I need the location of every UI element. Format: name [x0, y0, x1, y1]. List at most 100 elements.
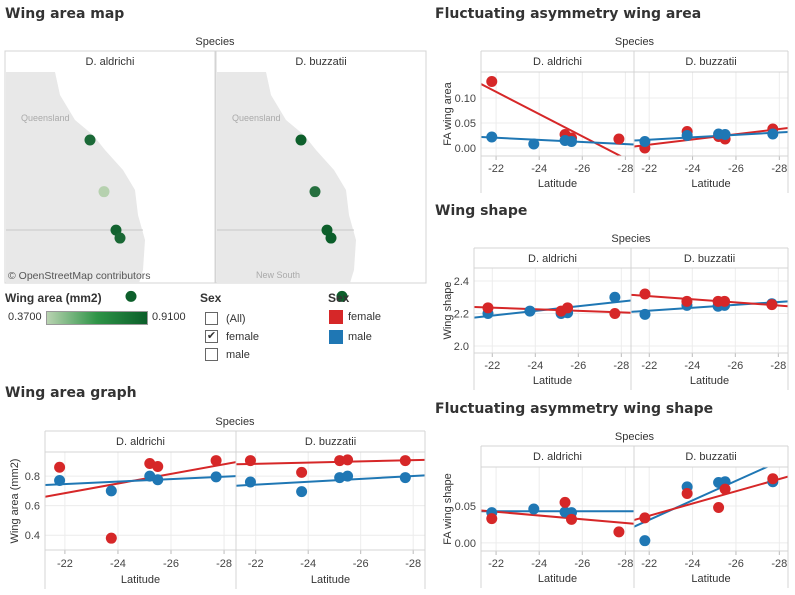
point-female	[609, 308, 621, 320]
point-female	[681, 295, 693, 307]
x-tick-label: -24	[531, 163, 547, 175]
trend-line-male	[634, 467, 770, 528]
y-tick-label: 0.05	[455, 118, 476, 130]
x-tick-label: -28	[613, 360, 629, 372]
point-female	[342, 454, 354, 466]
map-point	[114, 232, 126, 244]
region-label-2: New South	[256, 270, 300, 280]
map-panel-header: D. aldrichi	[86, 56, 135, 68]
x-tick-label: -28	[405, 558, 421, 570]
y-axis-label: FA wing shape	[442, 473, 454, 545]
panel-1: D. buzzatii -22 -24 -26 -28 Latitude	[634, 451, 788, 585]
map-panel-0: D. aldrichi Queensland © OpenStreetMap con…	[4, 50, 216, 302]
fa-shape-title: Fluctuating asymmetry wing shape	[435, 401, 714, 417]
y-tick-label: 0.8	[25, 471, 40, 483]
plot-area	[634, 467, 788, 547]
checkbox-male[interactable]	[205, 348, 218, 361]
point-male	[399, 472, 411, 484]
trend-line-male	[481, 136, 634, 146]
panel-header: D. buzzatii	[305, 436, 356, 448]
point-male	[681, 130, 693, 141]
panel-header: D. aldrichi	[528, 253, 577, 265]
panel-1: D. buzzatii -22 -24 -26 -28 Latitude	[236, 436, 425, 586]
female-swatch	[329, 310, 343, 324]
region-label: Queensland	[21, 113, 70, 123]
x-axis-label: Latitude	[121, 574, 160, 586]
wing-area-max: 0.9100	[152, 311, 186, 323]
x-tick-label: -26	[574, 558, 590, 570]
filter-label: male	[226, 349, 250, 361]
x-tick-label: -24	[531, 558, 547, 570]
x-tick-label: -22	[488, 558, 504, 570]
male-swatch	[329, 330, 343, 344]
panel-header: D. buzzatii	[685, 56, 736, 68]
trend-line-female	[45, 461, 236, 498]
trend-line-female	[634, 475, 788, 522]
point-male	[244, 476, 256, 488]
trend-line-female	[481, 509, 634, 525]
panel-header: D. aldrichi	[533, 56, 582, 68]
point-female	[399, 455, 411, 467]
map-point	[84, 134, 96, 146]
point-female	[482, 302, 494, 314]
x-axis-label: Latitude	[691, 573, 730, 585]
point-female	[105, 532, 117, 544]
trend-line-male	[634, 131, 788, 142]
plot-area	[45, 455, 236, 544]
x-axis-label: Latitude	[690, 375, 729, 387]
x-tick-label: -26	[353, 558, 369, 570]
y-tick-label: 0.6	[25, 501, 40, 513]
checkbox-all[interactable]	[205, 312, 218, 325]
y-axis-label: Wing area (mm2)	[9, 459, 21, 544]
trend-line-female	[481, 83, 623, 156]
point-female	[613, 133, 625, 145]
x-axis-label: Latitude	[691, 178, 730, 190]
x-tick-label: -26	[163, 558, 179, 570]
point-female	[719, 483, 731, 495]
point-male	[54, 475, 66, 487]
x-tick-label: -28	[617, 558, 633, 570]
point-male	[767, 128, 779, 140]
x-tick-label: -24	[110, 558, 126, 570]
map-point	[336, 290, 348, 302]
point-female	[210, 455, 222, 467]
x-tick-label: -28	[771, 163, 787, 175]
x-tick-label: -28	[771, 558, 787, 570]
x-tick-label: -24	[684, 360, 700, 372]
point-female	[486, 76, 498, 87]
chart-area: Species Wing area (mm2) 0.4 0.6 0.8 D. aldric…	[9, 416, 426, 589]
y-axis-label: Wing shape	[442, 281, 454, 339]
map-panel-1: D. buzzatii Queensland New South	[215, 50, 427, 302]
point-male	[639, 535, 651, 547]
plot-area	[631, 288, 788, 320]
panel-0: D. aldrichi -22 -24 -26 -28 Latitude	[481, 451, 634, 585]
x-tick-label: -22	[641, 163, 657, 175]
sex-filter-title: Sex	[200, 291, 222, 305]
map-panel-header: D. buzzatii	[295, 56, 346, 68]
point-male	[719, 129, 731, 140]
point-female	[719, 295, 731, 307]
trend-line-female	[631, 293, 788, 308]
sex-color-legend-title: Sex	[328, 291, 350, 305]
legend-female-label: female	[348, 311, 382, 323]
x-tick-label: -28	[770, 360, 786, 372]
x-tick-label: -26	[728, 163, 744, 175]
trend-line-female	[236, 458, 425, 466]
checkbox-female[interactable]: ✔	[205, 330, 218, 343]
point-male	[609, 291, 621, 303]
y-tick-label: 0.10	[455, 93, 476, 105]
x-tick-label: -26	[727, 360, 743, 372]
plot-area	[481, 76, 634, 156]
point-male	[528, 503, 540, 515]
column-header: Species	[215, 416, 255, 428]
point-female	[244, 455, 256, 467]
x-tick-label: -24	[300, 558, 316, 570]
filter-label: female	[226, 331, 260, 343]
point-male	[342, 470, 354, 482]
trend-line-male	[236, 474, 425, 487]
x-tick-label: -22	[488, 163, 504, 175]
point-female	[713, 502, 725, 514]
map-column-header: Species	[195, 36, 235, 48]
